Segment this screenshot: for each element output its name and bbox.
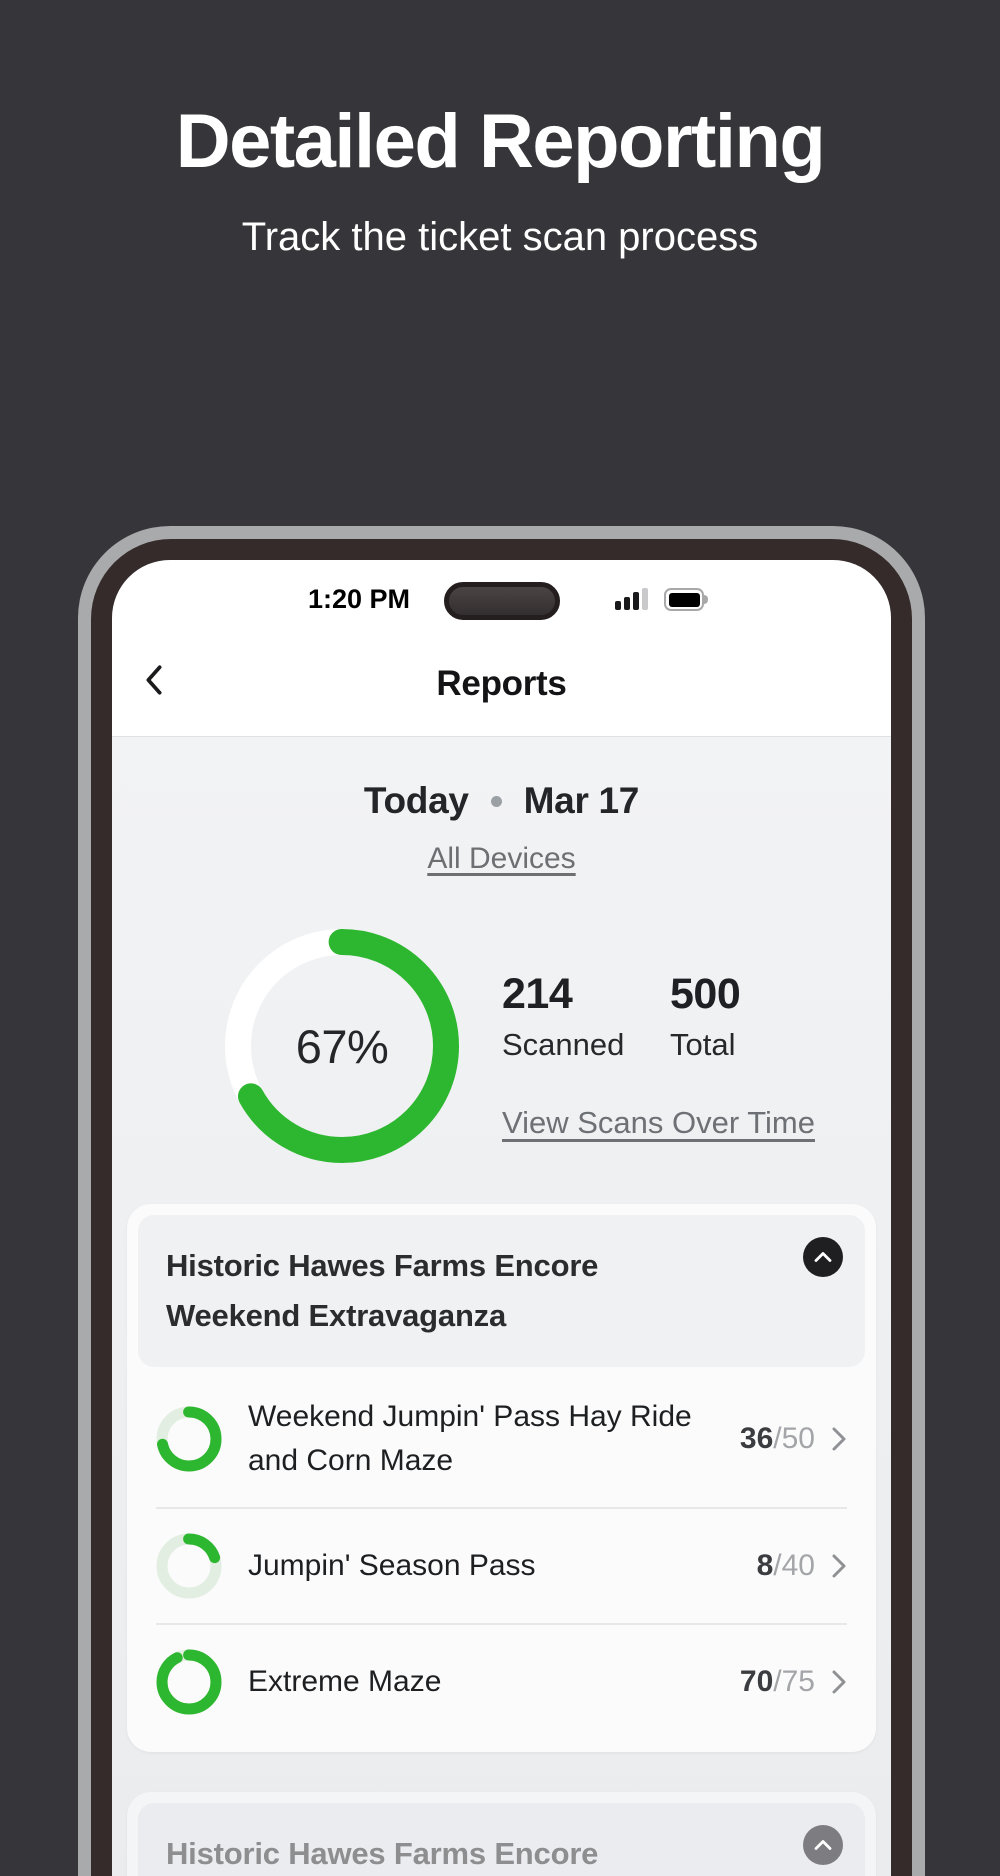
total-stat: 500 Total <box>670 970 838 1063</box>
chevron-up-icon <box>814 1252 832 1262</box>
phone-bezel: 1:20 PM Reports Today <box>91 539 912 1876</box>
scanned-stat: 214 Scanned <box>502 970 670 1063</box>
total-label: Total <box>670 1027 736 1062</box>
ticket-name: Extreme Maze <box>248 1665 442 1698</box>
ticket-count: 8/40 <box>757 1549 815 1583</box>
chevron-up-icon <box>814 1840 832 1850</box>
ticket-scanned-count: 8 <box>756 1549 774 1582</box>
chevron-right-icon <box>832 1554 846 1578</box>
ticket-count: 70/75 <box>740 1665 815 1699</box>
ticket-progress-donut <box>156 1406 222 1472</box>
ticket-row[interactable]: Extreme Maze 70/75 <box>156 1623 847 1739</box>
ticket-name: Jumpin' Season Pass <box>248 1549 536 1582</box>
event-card: Historic Hawes Farms Encore Weekend Extr… <box>127 1204 876 1752</box>
hero-section: Detailed Reporting Track the ticket scan… <box>0 98 1000 260</box>
scan-progress-donut: 67% <box>224 928 460 1164</box>
phone-screen: 1:20 PM Reports Today <box>112 560 891 1876</box>
phone-frame: 1:20 PM Reports Today <box>78 526 925 1876</box>
all-devices-link[interactable]: All Devices <box>427 842 576 875</box>
chevron-right-icon <box>832 1670 846 1694</box>
back-button[interactable] <box>130 656 178 704</box>
dot-separator-icon <box>490 795 502 807</box>
ticket-progress-donut <box>156 1649 222 1715</box>
date-filter[interactable]: Today Mar 17 <box>112 780 891 822</box>
view-scans-over-time-link[interactable]: View Scans Over Time <box>502 1105 815 1140</box>
status-time: 1:20 PM <box>308 584 411 614</box>
event-title: Historic Hawes Farms Encore Weekend Extr… <box>166 1248 599 1333</box>
event-card-header[interactable]: Historic Hawes Farms Encore Weekend Paro… <box>138 1803 865 1876</box>
ticket-row[interactable]: Jumpin' Season Pass 8/40 <box>156 1507 847 1623</box>
ticket-scanned-count: 36 <box>739 1422 774 1455</box>
event-title: Historic Hawes Farms Encore Weekend Paro… <box>166 1836 599 1871</box>
scanned-label: Scanned <box>502 1027 625 1062</box>
collapse-button[interactable] <box>803 1237 843 1277</box>
collapse-button[interactable] <box>803 1825 843 1865</box>
page-title: Detailed Reporting <box>175 99 826 184</box>
page-subtitle: Track the ticket scan process <box>241 215 759 259</box>
day-label: Today <box>363 780 469 821</box>
total-value: 500 <box>670 970 741 1018</box>
event-card-header[interactable]: Historic Hawes Farms Encore Weekend Extr… <box>138 1215 865 1367</box>
cellular-signal-icon <box>615 588 648 610</box>
ticket-total-count: /50 <box>773 1422 815 1455</box>
scanned-value: 214 <box>502 970 573 1018</box>
scan-stats: 214 Scanned 500 Total View Scans Over Ti… <box>502 970 838 1164</box>
ticket-progress-donut <box>156 1533 222 1599</box>
chevron-right-icon <box>832 1427 846 1451</box>
scan-summary: 67% 214 Scanned 500 Total View Scans Ove… <box>112 928 891 1164</box>
ticket-row[interactable]: Weekend Jumpin' Pass Hay Ride and Corn M… <box>156 1371 847 1507</box>
chevron-left-icon <box>146 665 162 695</box>
ticket-total-count: /40 <box>773 1549 815 1582</box>
dynamic-island <box>443 582 560 620</box>
ticket-scanned-count: 70 <box>739 1665 774 1698</box>
nav-header: Reports <box>112 632 891 736</box>
ticket-list: Weekend Jumpin' Pass Hay Ride and Corn M… <box>138 1367 865 1741</box>
screen-title: Reports <box>436 664 567 703</box>
battery-icon <box>664 588 708 611</box>
phone-mockup: 1:20 PM Reports Today <box>78 526 925 1876</box>
event-card: Historic Hawes Farms Encore Weekend Paro… <box>127 1792 876 1876</box>
date-label: Mar 17 <box>523 780 640 821</box>
ticket-name: Weekend Jumpin' Pass Hay Ride and Corn M… <box>248 1400 692 1477</box>
status-bar: 1:20 PM <box>112 560 891 632</box>
scan-percent-label: 67% <box>295 1019 389 1073</box>
ticket-count: 36/50 <box>740 1422 815 1456</box>
ticket-total-count: /75 <box>773 1665 815 1698</box>
reports-content: Today Mar 17 All Devices 67% 214 <box>112 736 891 1876</box>
